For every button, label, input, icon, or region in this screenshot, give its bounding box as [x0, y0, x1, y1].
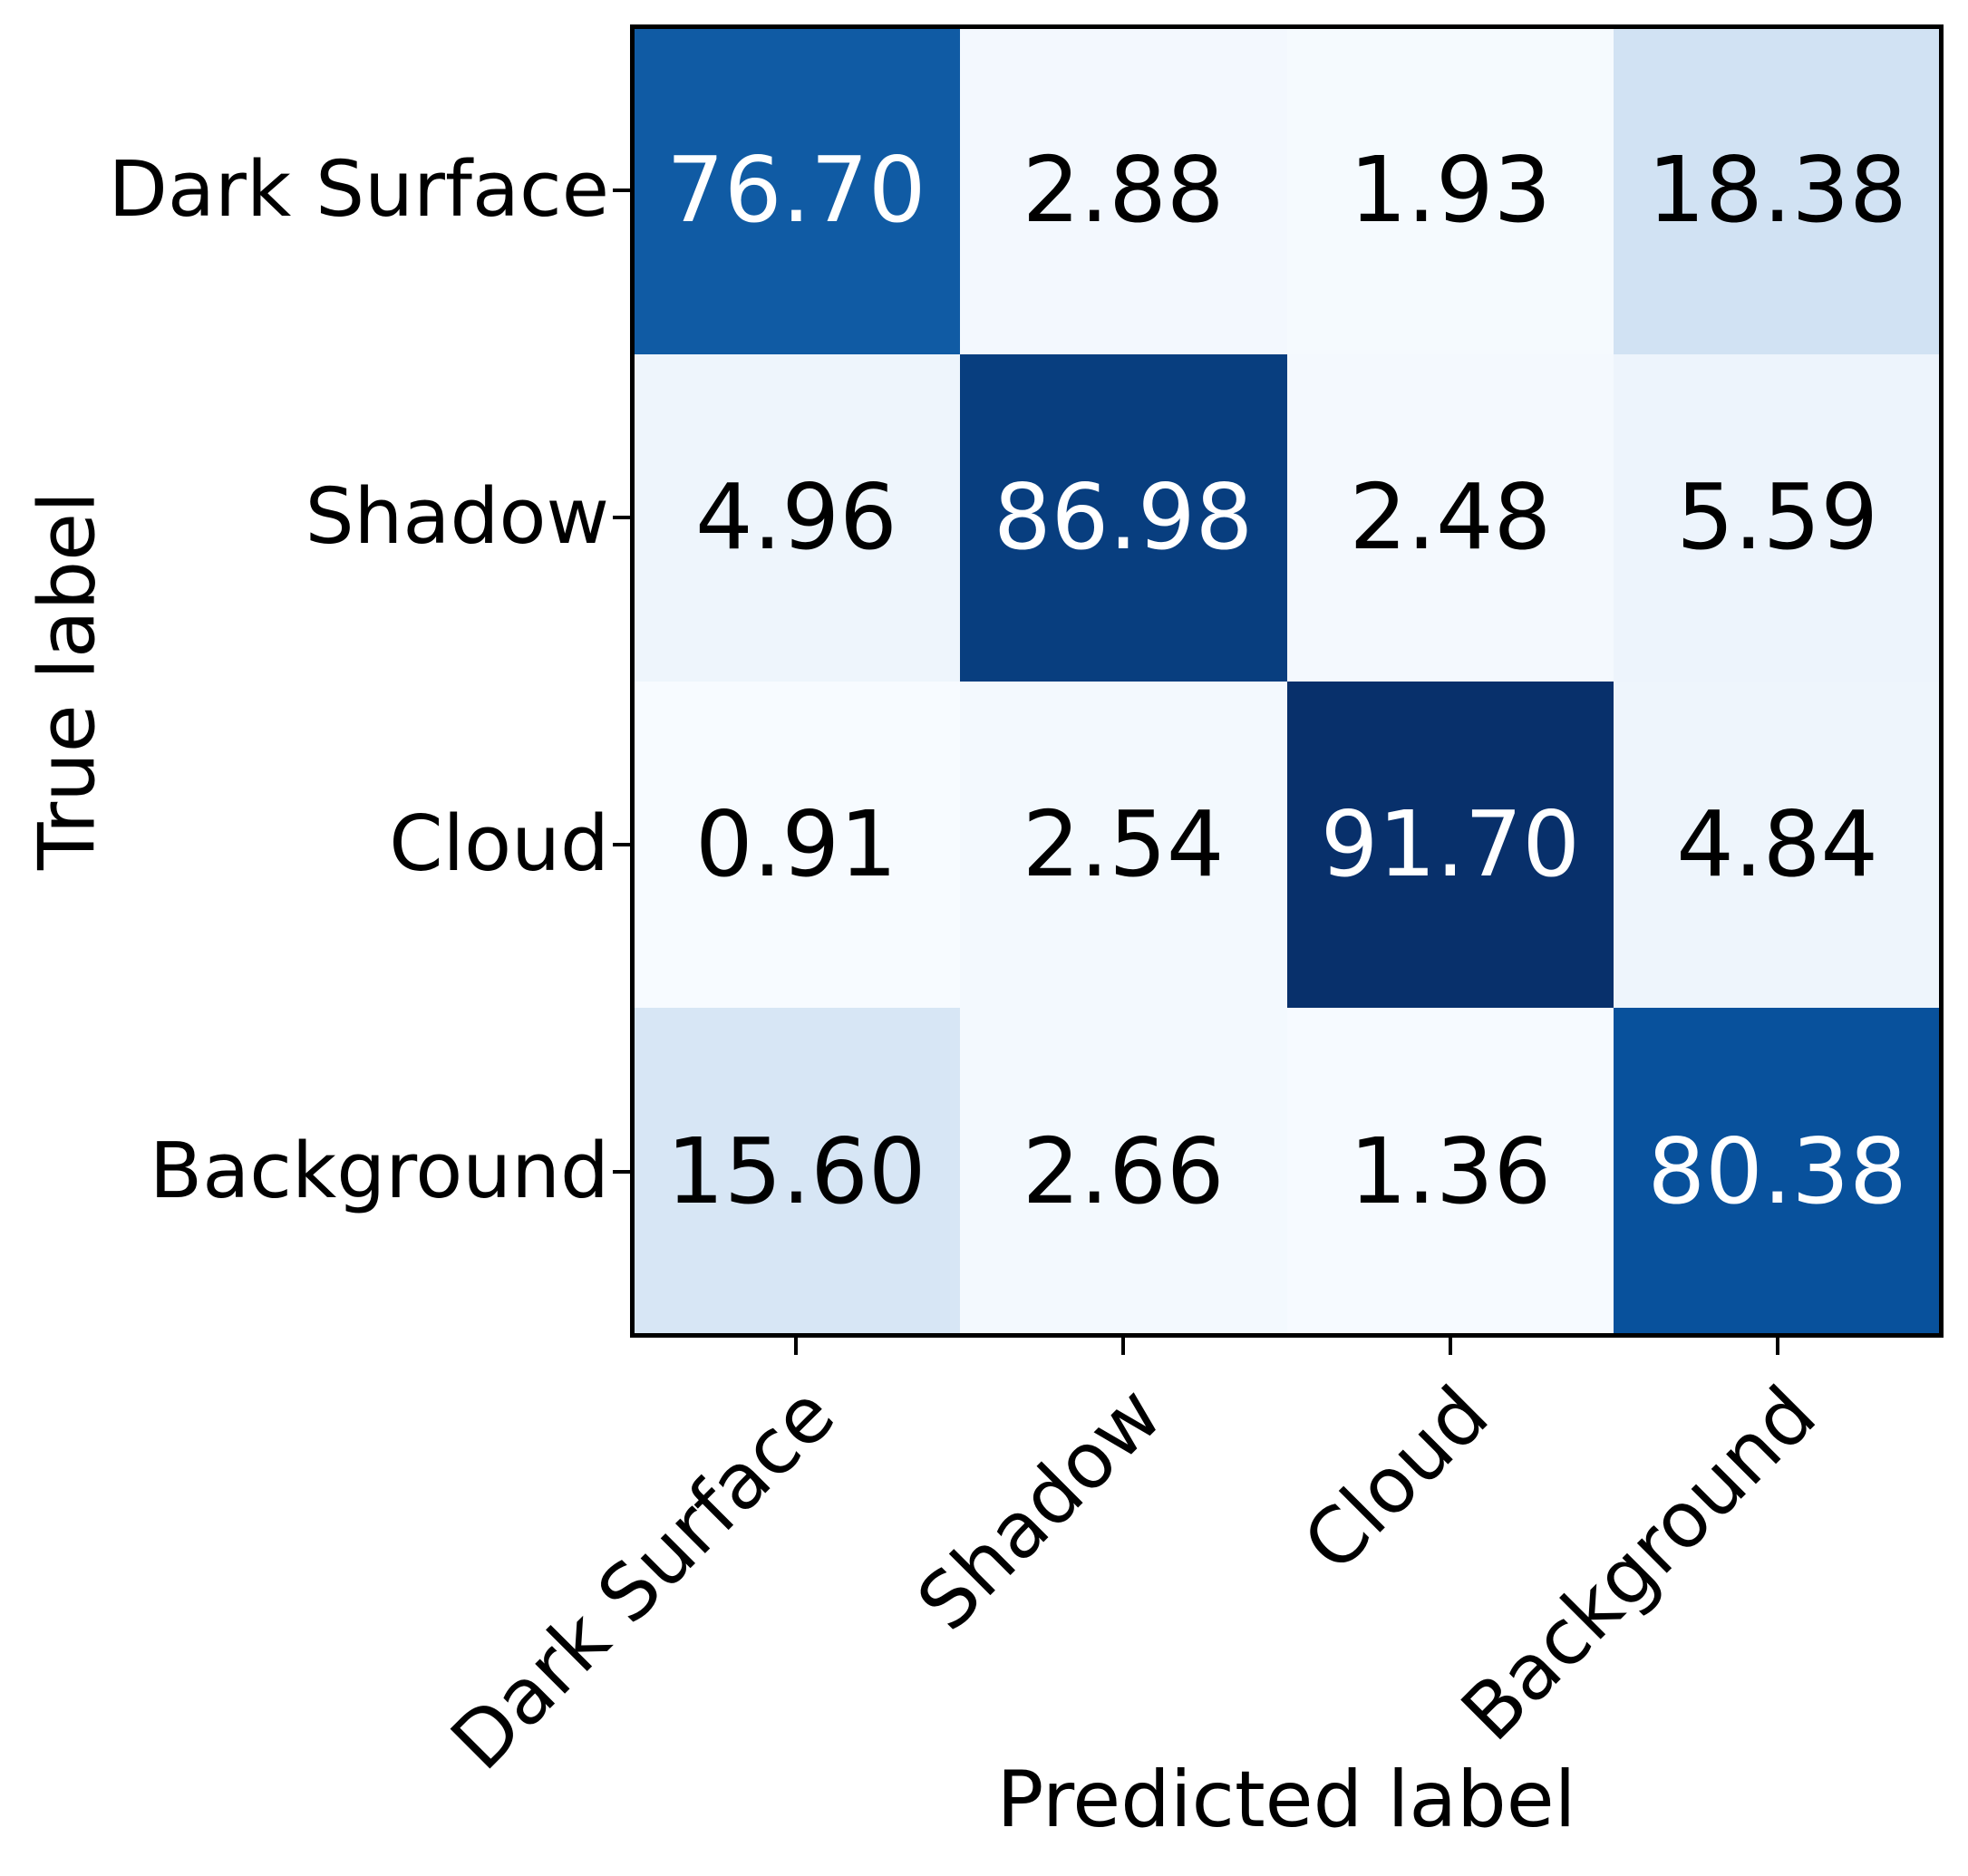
- matrix-cell-r0-c3: 18.38: [1614, 27, 1941, 354]
- matrix-cell-r3-c2: 1.36: [1286, 1008, 1614, 1335]
- y-axis-title: True label: [22, 491, 113, 870]
- x-tick-label-2: Cloud: [1286, 1369, 1507, 1590]
- matrix-cell-r3-c0: 15.60: [633, 1008, 960, 1335]
- matrix-cell-r0-c0: 76.70: [633, 27, 960, 354]
- matrix-cell-r0-c1: 2.88: [959, 27, 1287, 354]
- y-tick-1: [613, 516, 630, 520]
- matrix-cell-r2-c0: 0.91: [633, 681, 960, 1009]
- matrix-cell-r1-c1: 86.98: [959, 353, 1287, 682]
- heatmap-plot-area: 76.70 2.88 1.93 18.38 4.96 86.98 2.48 5.59 0.91 2…: [630, 24, 1944, 1338]
- x-tick-label-1: Shadow: [900, 1369, 1179, 1649]
- x-tick-1: [1121, 1338, 1126, 1355]
- y-tick-label-1: Shadow: [305, 472, 609, 563]
- y-tick-label-3: Background: [149, 1126, 609, 1216]
- matrix-cell-r0-c2: 1.93: [1286, 27, 1614, 354]
- y-tick-label-2: Cloud: [389, 798, 609, 889]
- y-tick-3: [613, 1169, 630, 1174]
- matrix-cell-r1-c3: 5.59: [1614, 353, 1941, 682]
- matrix-cell-r3-c1: 2.66: [959, 1008, 1287, 1335]
- matrix-cell-r1-c0: 4.96: [633, 353, 960, 682]
- heatmap-grid: 76.70 2.88 1.93 18.38 4.96 86.98 2.48 5.59 0.91 2…: [633, 27, 1941, 1335]
- matrix-cell-r1-c2: 2.48: [1286, 353, 1614, 682]
- matrix-cell-r2-c3: 4.84: [1614, 681, 1941, 1009]
- x-tick-label-0: Dark Surface: [434, 1369, 852, 1788]
- x-tick-2: [1448, 1338, 1452, 1355]
- x-tick-0: [794, 1338, 799, 1355]
- x-tick-label-3: Background: [1444, 1369, 1834, 1759]
- matrix-cell-r2-c2: 91.70: [1286, 681, 1614, 1009]
- x-tick-3: [1775, 1338, 1779, 1355]
- x-axis-title: Predicted label: [996, 1755, 1576, 1845]
- y-tick-2: [613, 842, 630, 846]
- y-tick-label-0: Dark Surface: [108, 145, 609, 236]
- y-tick-0: [613, 189, 630, 193]
- matrix-cell-r3-c3: 80.38: [1614, 1008, 1941, 1335]
- matrix-cell-r2-c1: 2.54: [959, 681, 1287, 1009]
